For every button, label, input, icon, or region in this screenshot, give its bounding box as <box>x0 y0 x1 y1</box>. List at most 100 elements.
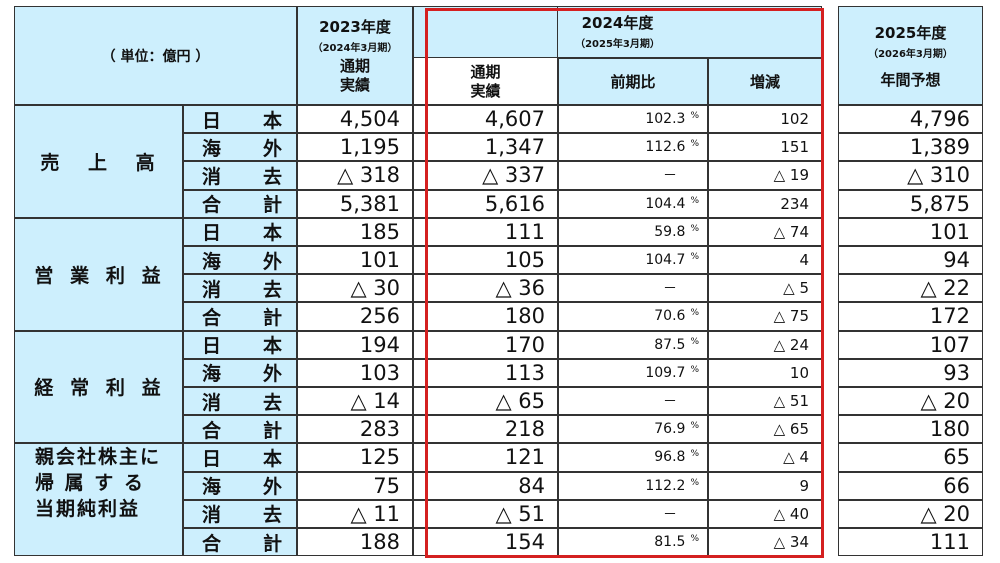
group-title-char: 益 <box>141 264 163 287</box>
change-value: 102 <box>780 110 809 129</box>
change-value: 9 <box>799 476 809 495</box>
fy2024-year: 2024年度 <box>581 13 654 32</box>
region-cell: 合計 <box>183 302 297 331</box>
region-char: 合 <box>202 419 222 442</box>
change-value-cell: △ 4 <box>708 443 822 472</box>
change-value-cell: △ 34 <box>708 528 822 557</box>
fy2023-period-line: （2024年3月期） <box>313 36 398 56</box>
ratio-value-cell: 76.9% <box>558 415 708 444</box>
region-char: 計 <box>262 532 282 555</box>
fy2025-value-cell: 1,389 <box>838 133 983 162</box>
region-char: 本 <box>262 109 282 132</box>
fy2023-value-cell: 101 <box>297 246 413 275</box>
fy2023-value: 101 <box>359 248 400 273</box>
unit-label: （ 単位：億円 ） <box>101 48 210 65</box>
fy2023-value-cell: △ 14 <box>297 387 413 416</box>
ratio-value-cell: － <box>558 274 708 303</box>
fy2023-value-cell: 75 <box>297 471 413 500</box>
region-char: 合 <box>202 194 222 217</box>
change-value: 234 <box>780 194 809 213</box>
fy2023-value: △ 14 <box>350 389 400 414</box>
change-value: △ 34 <box>773 533 809 552</box>
region-char: 本 <box>262 335 282 358</box>
fy2023-value: 185 <box>359 219 400 244</box>
fy2024-year-line: 2024年度 <box>582 13 654 32</box>
fy2024-value: 154 <box>504 530 545 555</box>
fy2024-value: 105 <box>504 248 545 273</box>
percent-unit: % <box>690 308 699 319</box>
region-char: 外 <box>262 137 282 160</box>
region-char: 海 <box>202 476 222 499</box>
region-cell: 海外 <box>183 471 297 500</box>
change-value: △ 19 <box>773 166 809 185</box>
fy2025-value: 101 <box>929 219 970 244</box>
ratio-dash: － <box>663 394 677 411</box>
percent-unit: % <box>690 252 699 263</box>
fy2024-actual-label-2: 実績 <box>470 82 501 100</box>
fy2024-value: △ 36 <box>495 276 545 301</box>
fy2025-value-cell: 65 <box>838 443 983 472</box>
fy2024-header-cell: 2024年度 （2025年3月期） <box>413 6 822 58</box>
group-title-char: 常 <box>70 377 92 400</box>
region-char: 海 <box>202 250 222 273</box>
fy2024-value: 111 <box>504 219 545 244</box>
ratio-value-cell: － <box>558 499 708 528</box>
fy2025-value-cell: △ 20 <box>838 387 983 416</box>
fy2023-value: 283 <box>359 417 400 442</box>
percent-unit: % <box>690 364 699 375</box>
fy2025-value: 107 <box>929 332 970 357</box>
ratio-value: 96.8 <box>654 449 686 466</box>
change-value: △ 65 <box>773 420 809 439</box>
fy2023-value-cell: △ 30 <box>297 274 413 303</box>
fy2023-value-cell: 1,195 <box>297 133 413 162</box>
fy2023-col-label-1: 通期 <box>339 57 370 75</box>
fy2024-actual-header-cell: 通期 実績 <box>413 6 558 105</box>
change-value: 4 <box>799 251 809 270</box>
region-char: 消 <box>202 391 222 414</box>
region-char: 日 <box>202 222 222 245</box>
fy2025-value: 94 <box>943 248 970 273</box>
change-value-cell: △ 24 <box>708 330 822 359</box>
group-title-line: 親会社株主に <box>35 444 161 470</box>
region-char: 日 <box>202 447 222 470</box>
fy2023-period: （2024年3月期） <box>312 43 398 54</box>
fy2024-value: △ 51 <box>495 501 545 526</box>
region-char: 本 <box>262 447 282 470</box>
fy2025-value: 172 <box>929 304 970 329</box>
percent-unit: % <box>690 421 699 432</box>
group-title-cell: 売上高 <box>14 105 183 218</box>
fy2024-period-line: （2025年3月期） <box>575 32 660 52</box>
unit-header-cell: （ 単位：億円 ） <box>14 6 297 105</box>
region-char: 計 <box>262 419 282 442</box>
group-title-char: 益 <box>141 377 163 400</box>
ratio-dash: － <box>663 281 677 298</box>
fy2024-value-cell: 4,607 <box>413 105 558 134</box>
region-cell: 日本 <box>183 217 297 246</box>
change-value: 151 <box>780 138 809 157</box>
fy2025-value-cell: 66 <box>838 471 983 500</box>
fy2023-value-cell: 256 <box>297 302 413 331</box>
fy2024-ratio-header-cell: 前期比 <box>558 58 708 105</box>
region-char: 消 <box>202 504 222 527</box>
fy2024-value-cell: 113 <box>413 358 558 387</box>
region-char: 日 <box>202 109 222 132</box>
fy2025-value-cell: 93 <box>838 358 983 387</box>
region-cell: 日本 <box>183 443 297 472</box>
fy2024-value-cell: 5,616 <box>413 189 558 218</box>
fy2023-value-cell: 188 <box>297 528 413 557</box>
fy2024-value: 5,616 <box>484 191 545 216</box>
change-value-cell: 9 <box>708 471 822 500</box>
fy2025-value: 180 <box>929 417 970 442</box>
change-value-cell: △ 5 <box>708 274 822 303</box>
ratio-value: 112.2 <box>645 477 686 494</box>
region-char: 去 <box>262 504 282 527</box>
ratio-value: 59.8 <box>654 223 686 240</box>
percent-unit: % <box>690 111 699 122</box>
fy2024-value-cell: △ 36 <box>413 274 558 303</box>
change-value-cell: △ 40 <box>708 499 822 528</box>
change-value: △ 74 <box>773 222 809 241</box>
change-value: △ 75 <box>773 307 809 326</box>
fy2023-value: 125 <box>359 445 400 470</box>
region-char: 合 <box>202 306 222 329</box>
percent-unit: % <box>690 195 699 206</box>
